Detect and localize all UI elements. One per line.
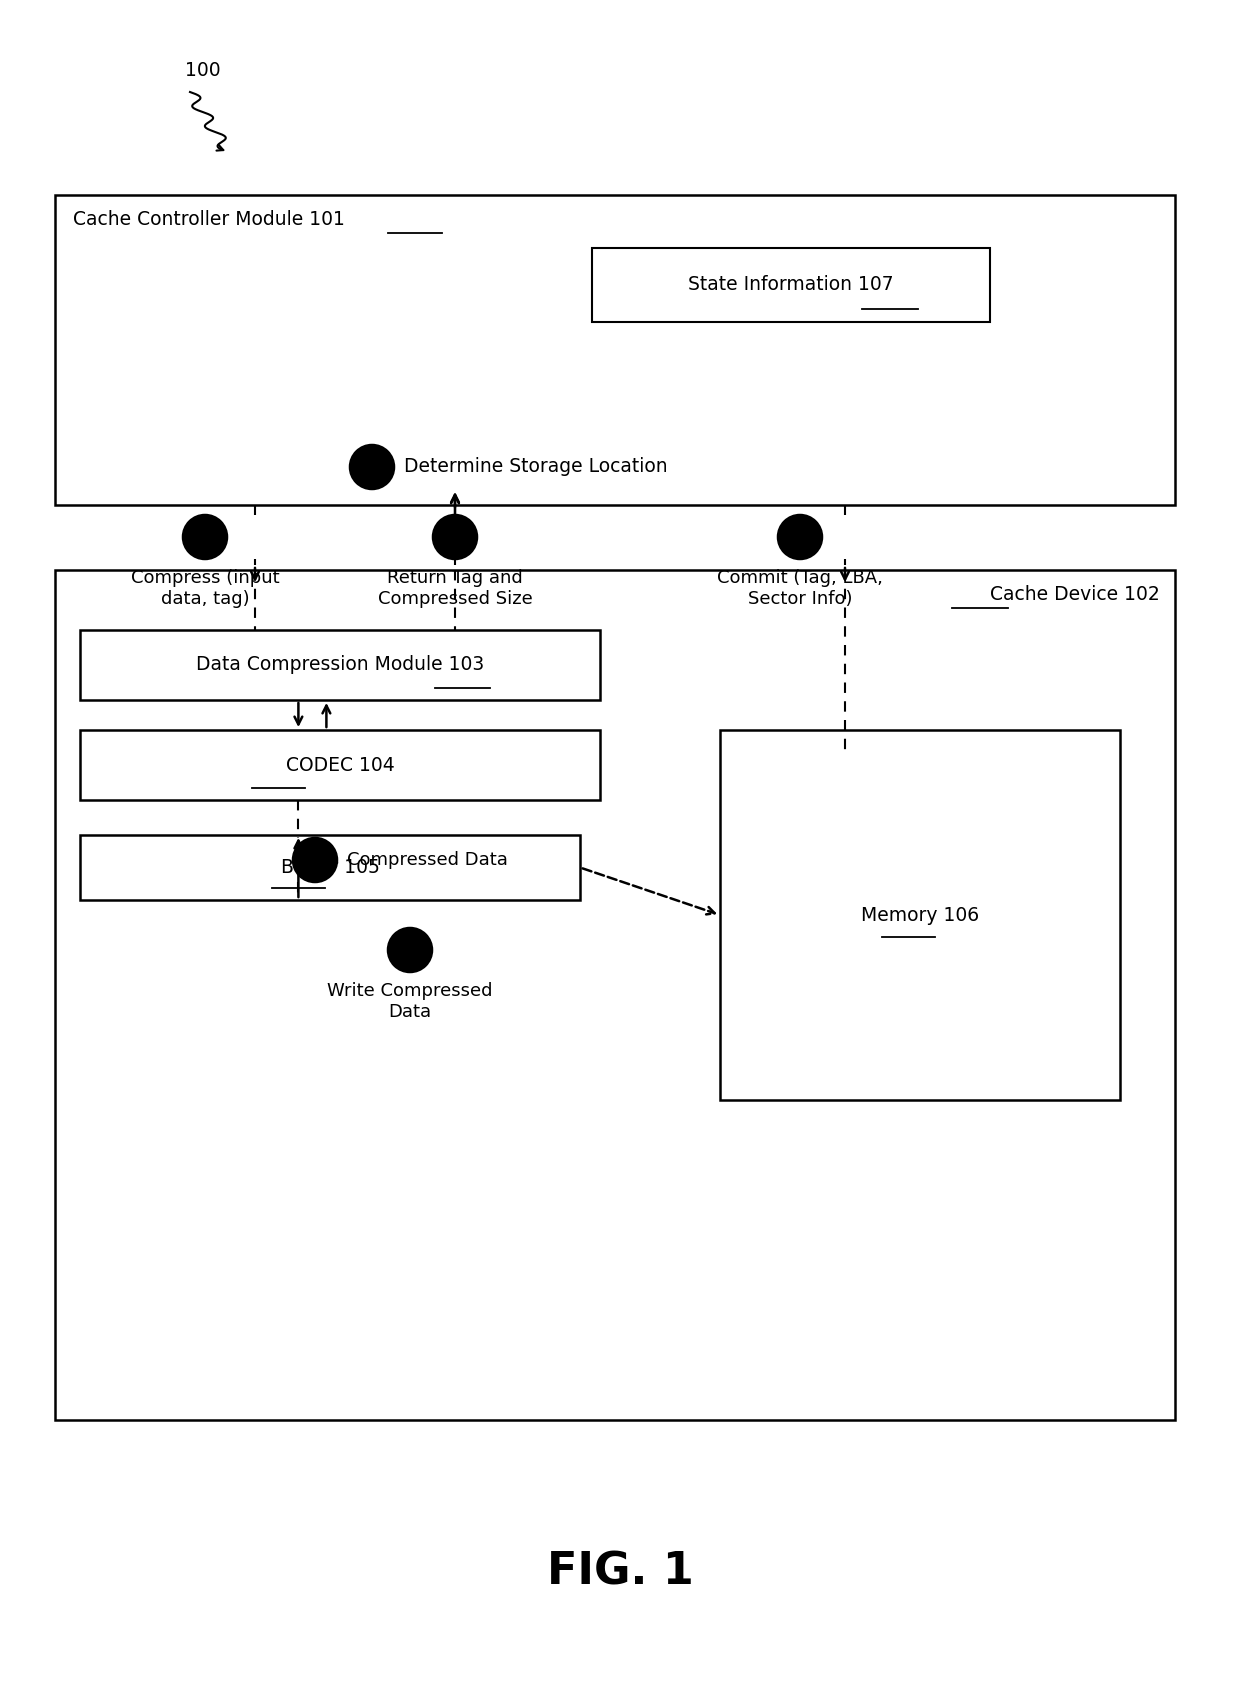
Circle shape (433, 516, 477, 558)
FancyBboxPatch shape (591, 248, 990, 322)
Circle shape (293, 837, 337, 882)
Text: 2: 2 (309, 851, 321, 870)
Text: Memory 106: Memory 106 (861, 905, 980, 924)
Text: Compress (input
data, tag): Compress (input data, tag) (130, 568, 279, 608)
Text: Determine Storage Location: Determine Storage Location (404, 458, 667, 477)
Text: Return Tag and
Compressed Size: Return Tag and Compressed Size (378, 568, 532, 608)
Text: 100: 100 (185, 61, 221, 80)
Text: Data Compression Module 103: Data Compression Module 103 (196, 655, 484, 674)
FancyBboxPatch shape (55, 570, 1176, 1419)
Text: Cache Controller Module 101: Cache Controller Module 101 (73, 209, 345, 230)
Text: Cache Device 102: Cache Device 102 (991, 585, 1159, 604)
Text: Compressed Data: Compressed Data (347, 851, 508, 870)
Text: 1: 1 (200, 528, 211, 546)
Text: 6: 6 (404, 941, 415, 958)
Text: 3: 3 (449, 528, 461, 546)
Text: 5: 5 (795, 528, 806, 546)
Text: Commit (Tag, LBA,
Sector Info): Commit (Tag, LBA, Sector Info) (717, 568, 883, 608)
FancyBboxPatch shape (81, 730, 600, 800)
Circle shape (350, 444, 394, 488)
FancyBboxPatch shape (720, 730, 1120, 1099)
Circle shape (388, 928, 432, 972)
Text: CODEC 104: CODEC 104 (285, 756, 394, 774)
Circle shape (777, 516, 822, 558)
FancyBboxPatch shape (55, 196, 1176, 505)
Circle shape (184, 516, 227, 558)
Text: Write Compressed
Data: Write Compressed Data (327, 982, 492, 1021)
Text: Buffer 105: Buffer 105 (280, 858, 379, 877)
Text: State Information 107: State Information 107 (688, 276, 894, 294)
Text: FIG. 1: FIG. 1 (547, 1551, 693, 1593)
FancyBboxPatch shape (81, 836, 580, 900)
Text: 4: 4 (366, 458, 378, 477)
FancyBboxPatch shape (81, 630, 600, 700)
